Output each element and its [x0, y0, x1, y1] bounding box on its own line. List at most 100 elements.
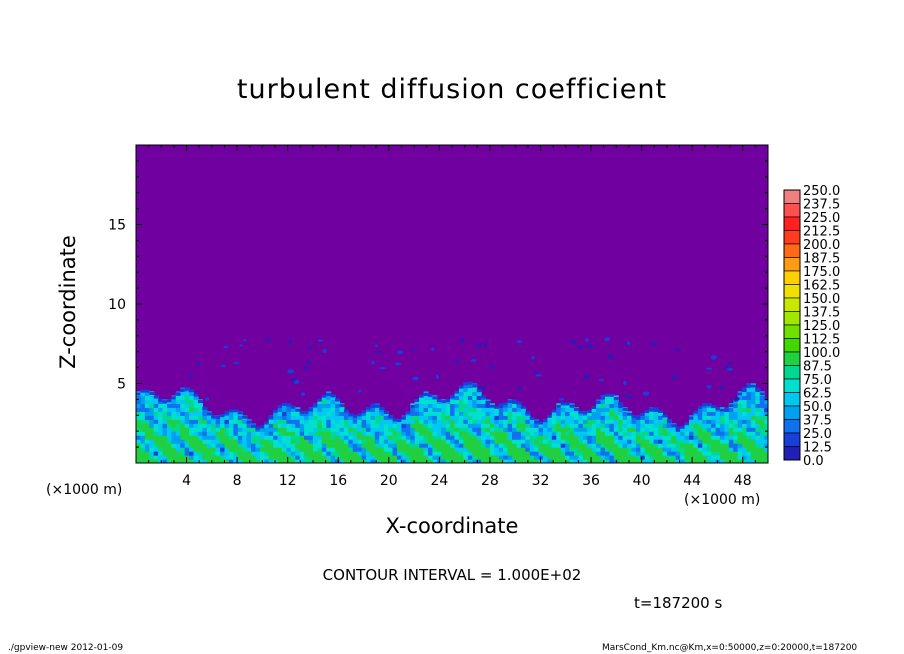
colorbar-label: 87.5 [803, 360, 832, 375]
field-cell [543, 459, 549, 463]
field-cell [746, 451, 752, 456]
field-cell [321, 415, 327, 420]
field-cell [737, 431, 743, 436]
field-cell [136, 439, 142, 444]
field-cell [644, 419, 650, 424]
field-cell [516, 411, 522, 416]
field-cell [711, 443, 717, 448]
field-cell [339, 415, 345, 420]
field-cell [171, 423, 177, 428]
field-cell [503, 411, 509, 416]
field-cell [339, 431, 345, 436]
field-cell [658, 415, 664, 420]
field-cell [295, 415, 301, 420]
field-cell [618, 435, 624, 440]
field-cell [286, 427, 292, 432]
field-cell [742, 443, 748, 448]
field-cell [742, 411, 748, 416]
field-cell [715, 431, 721, 436]
field-cell [662, 435, 668, 440]
field-cell [357, 455, 363, 460]
field-cell [299, 439, 305, 444]
field-cell [136, 459, 142, 463]
field-cell [666, 435, 672, 440]
field-cell [228, 435, 234, 440]
field-cell [498, 447, 504, 452]
footer-right: MarsCond_Km.nc@Km,x=0:50000,z=0:20000,t=… [602, 643, 858, 653]
field-cell [759, 411, 765, 416]
field-cell [224, 447, 230, 452]
field-cell [711, 451, 717, 456]
field-cell [374, 415, 380, 420]
field-cell [273, 447, 279, 452]
field-cell [383, 423, 389, 428]
field-cell [233, 431, 239, 436]
field-cell [463, 439, 469, 444]
field-cell [613, 415, 619, 420]
field-cell [742, 431, 748, 436]
field-cell [326, 459, 332, 463]
field-cell [193, 431, 199, 436]
field-cell [458, 443, 464, 448]
field-cell [746, 407, 752, 412]
field-cell [432, 415, 438, 420]
colorbar-label: 50.0 [803, 400, 832, 415]
field-cell [197, 431, 203, 436]
field-cell [467, 423, 473, 428]
field-cell [467, 415, 473, 420]
field-cell [627, 435, 633, 440]
field-cell [136, 419, 142, 424]
x-tick-label: 36 [582, 473, 600, 489]
field-cell [450, 419, 456, 424]
field-cell [414, 435, 420, 440]
field-cell [728, 459, 734, 463]
colorbar-swatch [783, 284, 801, 299]
field-cell [697, 415, 703, 420]
field-cell [184, 427, 190, 432]
field-cell [671, 427, 677, 432]
field-cell [631, 459, 637, 463]
field-cell [560, 407, 566, 412]
field-cell [348, 435, 354, 440]
field-cell [228, 455, 234, 460]
field-cell [604, 451, 610, 456]
field-cell [162, 447, 168, 452]
field-cell [366, 443, 372, 448]
field-cell [529, 427, 535, 432]
field-cell [299, 419, 305, 424]
field-cell [467, 443, 473, 448]
field-cell [436, 443, 442, 448]
field-cell [166, 423, 172, 428]
field-cell [750, 411, 756, 416]
field-cell [140, 459, 146, 463]
field-cell [715, 435, 721, 440]
field-cell [423, 451, 429, 456]
field-cell [512, 415, 518, 420]
field-cell [144, 459, 150, 463]
field-cell [366, 423, 372, 428]
field-cell [158, 447, 164, 452]
field-cell [750, 443, 756, 448]
field-cell [312, 447, 318, 452]
field-cell [582, 439, 588, 444]
field-cell [220, 455, 226, 460]
field-cell [662, 447, 668, 452]
field-cell [259, 431, 265, 436]
field-cell [569, 455, 575, 460]
field-cell [503, 455, 509, 460]
field-cell [379, 439, 385, 444]
field-cell [171, 415, 177, 420]
field-cell [565, 443, 571, 448]
field-cell [140, 451, 146, 456]
field-cell [746, 403, 752, 408]
field-cell [715, 415, 721, 420]
field-cell [467, 455, 473, 460]
field-cell [582, 447, 588, 452]
field-cell [220, 435, 226, 440]
field-cell [675, 435, 681, 440]
colorbar-swatch [783, 338, 801, 353]
field-cell [613, 455, 619, 460]
field-cell [485, 459, 491, 463]
field-cell [467, 395, 473, 400]
field-cell [228, 459, 234, 463]
